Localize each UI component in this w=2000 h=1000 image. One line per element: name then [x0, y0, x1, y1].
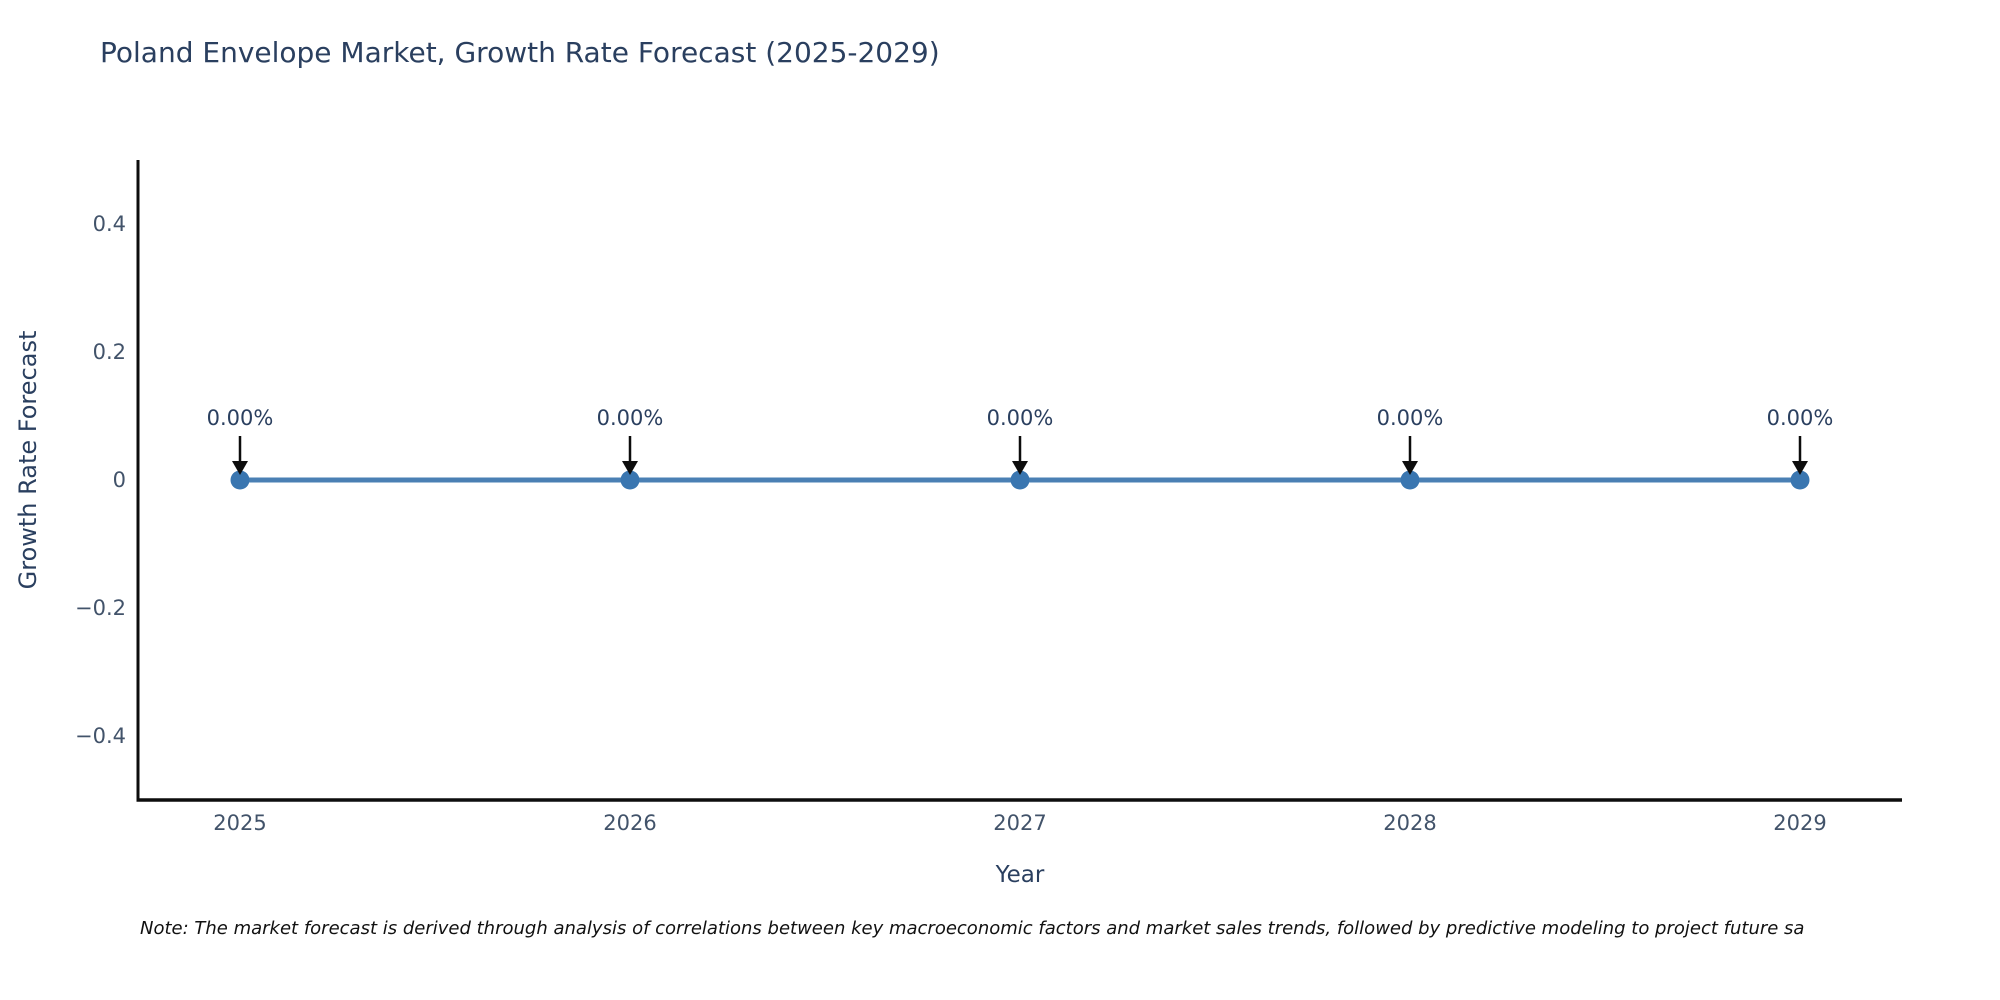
data-point-label: 0.00%	[206, 406, 274, 430]
data-point-label: 0.00%	[1766, 406, 1834, 430]
data-point-label: 0.00%	[986, 406, 1054, 430]
data-point-marker	[620, 470, 640, 490]
annotation-arrow-head	[622, 461, 638, 475]
x-tick-label: 2028	[1383, 811, 1437, 835]
y-tick-label: 0.2	[92, 340, 126, 364]
y-tick-label: 0	[112, 468, 126, 492]
data-point-marker	[1400, 470, 1420, 490]
annotation-arrow-head	[1792, 461, 1808, 475]
data-point-marker	[1010, 470, 1030, 490]
y-tick-label: 0.4	[92, 212, 126, 236]
chart-title: Poland Envelope Market, Growth Rate Fore…	[100, 36, 940, 69]
data-point-marker	[230, 470, 250, 490]
annotation-arrow-head	[1402, 461, 1418, 475]
annotation-arrow-head	[232, 461, 248, 475]
x-tick-label: 2029	[1773, 811, 1827, 835]
x-tick-label: 2027	[993, 811, 1047, 835]
annotation-arrow-head	[1012, 461, 1028, 475]
x-axis-title: Year	[995, 862, 1045, 888]
data-point-label: 0.00%	[596, 406, 664, 430]
y-tick-label: −0.2	[75, 596, 126, 620]
x-tick-label: 2025	[213, 811, 267, 835]
y-tick-label: −0.4	[75, 724, 126, 748]
data-point-marker	[1790, 470, 1810, 490]
x-tick-label: 2026	[603, 811, 657, 835]
data-point-label: 0.00%	[1376, 406, 1444, 430]
footnote: Note: The market forecast is derived thr…	[140, 918, 1805, 939]
